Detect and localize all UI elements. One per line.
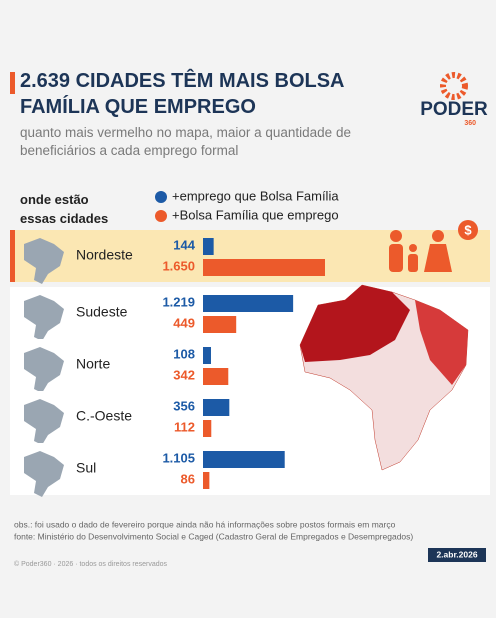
value-label: 1.650 — [162, 258, 195, 273]
region-icon — [24, 347, 64, 393]
legend-swatch — [155, 210, 167, 222]
brand-name: PODER — [420, 99, 488, 120]
bar — [203, 238, 214, 255]
category-label: Norte — [76, 356, 110, 372]
value-label: 1.105 — [162, 450, 195, 465]
region-icon — [24, 238, 64, 284]
legend-swatch — [155, 191, 167, 203]
bar — [203, 399, 230, 416]
value-label: 112 — [174, 419, 195, 434]
svg-text:$: $ — [464, 222, 472, 237]
bar — [203, 259, 325, 276]
value-label: 449 — [173, 315, 195, 330]
copyright: © Poder360 · 2026 · todos os direitos re… — [14, 560, 168, 568]
footer-source: fonte: Ministério do Desenvolvimento Soc… — [14, 531, 413, 541]
value-label: 144 — [173, 237, 195, 252]
value-label: 86 — [181, 471, 195, 486]
bar — [203, 420, 212, 437]
value-label: 1.219 — [162, 294, 195, 309]
bar — [203, 316, 237, 333]
map-northeast — [415, 300, 468, 385]
family-icon: $ — [389, 220, 478, 272]
value-label: 108 — [173, 346, 195, 361]
chart-title: 2.639 CIDADES TÊM MAIS BOLSA FAMÍLIA QUE… — [20, 70, 344, 118]
value-label: 356 — [173, 398, 195, 413]
region-icon — [24, 295, 64, 341]
bar — [203, 347, 211, 364]
bar — [203, 368, 229, 385]
category-label: C.-Oeste — [76, 408, 132, 424]
category-label: Sudeste — [76, 304, 128, 320]
logo: PODER 360 — [420, 72, 488, 127]
category-label: Sul — [76, 460, 96, 476]
brand-number: 360 — [464, 120, 476, 127]
footer-note: obs.: foi usado o dado de fevereiro porq… — [14, 519, 396, 529]
logo-sun — [440, 72, 468, 100]
legend-label: +emprego que Bolsa Família — [172, 188, 339, 203]
title-marker — [10, 72, 15, 94]
date-box — [428, 548, 486, 562]
legend-label: +Bolsa Família que emprego — [172, 207, 339, 222]
map — [299, 284, 469, 471]
date: 2.abr.2026 — [436, 549, 477, 559]
region-icon — [24, 399, 64, 445]
bar — [203, 295, 294, 312]
category-label: Nordeste — [76, 247, 133, 263]
chart-subtitle: quanto mais vermelho no mapa, maior a qu… — [20, 125, 351, 158]
row-marker — [10, 230, 15, 282]
bar — [203, 451, 285, 468]
value-label: 342 — [173, 367, 195, 382]
region-icon — [24, 451, 64, 497]
category-header: onde estão essas cidades — [20, 192, 109, 226]
bar — [203, 472, 210, 489]
map-north — [300, 285, 410, 362]
